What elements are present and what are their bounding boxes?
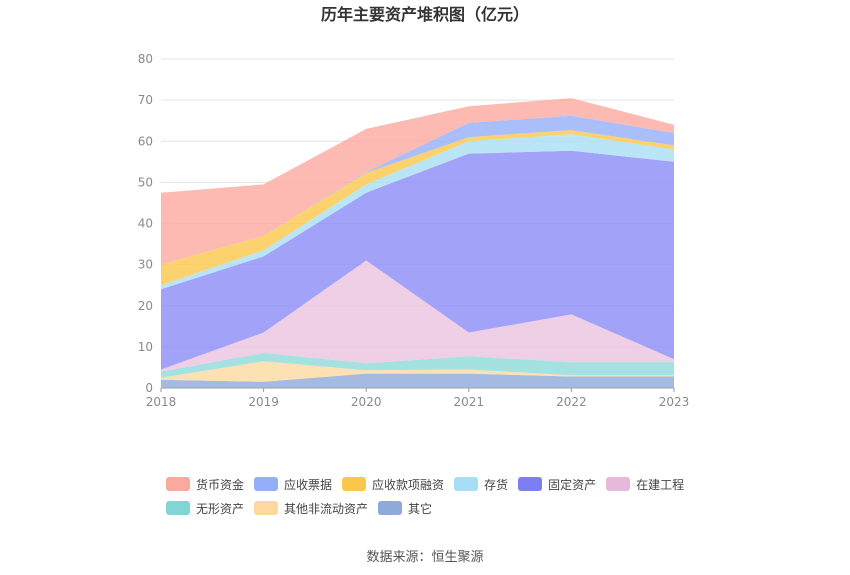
legend-item[interactable]: 其它 — [378, 500, 432, 517]
legend-label: 存货 — [484, 477, 509, 492]
legend-label: 应收票据 — [284, 477, 333, 492]
legend-item[interactable]: 无形资产 — [166, 500, 244, 517]
x-tick-label: 2022 — [556, 395, 587, 409]
legend: 货币资金 应收票据 应收款项融资 存货 固定资产 在建工程 无形资产 其他非流动资产 其它 — [166, 472, 726, 520]
y-tick-label: 10 — [138, 340, 153, 354]
legend-item[interactable]: 其他非流动资产 — [254, 500, 368, 517]
area-series-其它 — [161, 373, 674, 388]
area-series-其他非流动资产 — [161, 361, 674, 382]
legend-label: 其他非流动资产 — [284, 501, 369, 516]
legend-label: 固定资产 — [548, 477, 597, 492]
y-tick-label: 80 — [138, 52, 153, 66]
y-tick-label: 60 — [138, 134, 153, 148]
legend-swatch — [254, 477, 279, 491]
area-series-应收票据 — [161, 115, 674, 265]
legend-swatch — [606, 477, 631, 491]
area-series-应收款项融资 — [161, 130, 674, 286]
area-series-固定资产 — [161, 150, 674, 370]
y-tick-label: 20 — [138, 299, 153, 313]
legend-item[interactable]: 应收款项融资 — [342, 476, 444, 493]
legend-item[interactable]: 应收票据 — [254, 476, 332, 493]
legend-item[interactable]: 固定资产 — [518, 476, 596, 493]
y-tick-label: 50 — [138, 175, 153, 189]
legend-item[interactable]: 存货 — [454, 476, 508, 493]
legend-item[interactable]: 在建工程 — [606, 476, 684, 493]
legend-swatch — [342, 477, 367, 491]
legend-label: 应收款项融资 — [372, 477, 445, 492]
area-series-无形资产 — [161, 353, 674, 378]
y-tick-label: 0 — [145, 381, 153, 395]
area-series-货币资金 — [161, 98, 674, 265]
y-tick-label: 30 — [138, 258, 153, 272]
x-tick-label: 2023 — [659, 395, 690, 409]
legend-item[interactable]: 货币资金 — [166, 476, 244, 493]
source-note: 数据来源：恒生聚源 — [366, 550, 484, 565]
axes: 0 10 20 30 40 50 60 70 80 2018 2019 2020 2021 2022 202… — [138, 52, 690, 409]
legend-label: 无形资产 — [196, 501, 245, 516]
area-series — [161, 98, 674, 388]
area-series-在建工程 — [161, 260, 674, 372]
area-series-存货 — [161, 134, 674, 290]
x-tick-label: 2019 — [248, 395, 279, 409]
legend-swatch — [454, 477, 479, 491]
legend-row-1: 货币资金 应收票据 应收款项融资 存货 固定资产 在建工程 — [166, 472, 726, 496]
x-tick-label: 2018 — [146, 395, 177, 409]
x-tick-label: 2020 — [351, 395, 382, 409]
x-tick-label: 2021 — [454, 395, 485, 409]
legend-label: 其它 — [408, 501, 433, 516]
legend-swatch — [254, 501, 279, 515]
y-tick-label: 40 — [138, 217, 153, 231]
legend-swatch — [378, 501, 403, 515]
legend-label: 货币资金 — [196, 477, 245, 492]
chart-title: 历年主要资产堆积图（亿元） — [321, 5, 529, 24]
legend-swatch — [518, 477, 543, 491]
legend-label: 在建工程 — [636, 477, 685, 492]
legend-swatch — [166, 501, 190, 515]
y-tick-label: 70 — [138, 93, 153, 107]
legend-swatch — [166, 477, 190, 491]
legend-row-2: 无形资产 其他非流动资产 其它 — [166, 496, 726, 520]
